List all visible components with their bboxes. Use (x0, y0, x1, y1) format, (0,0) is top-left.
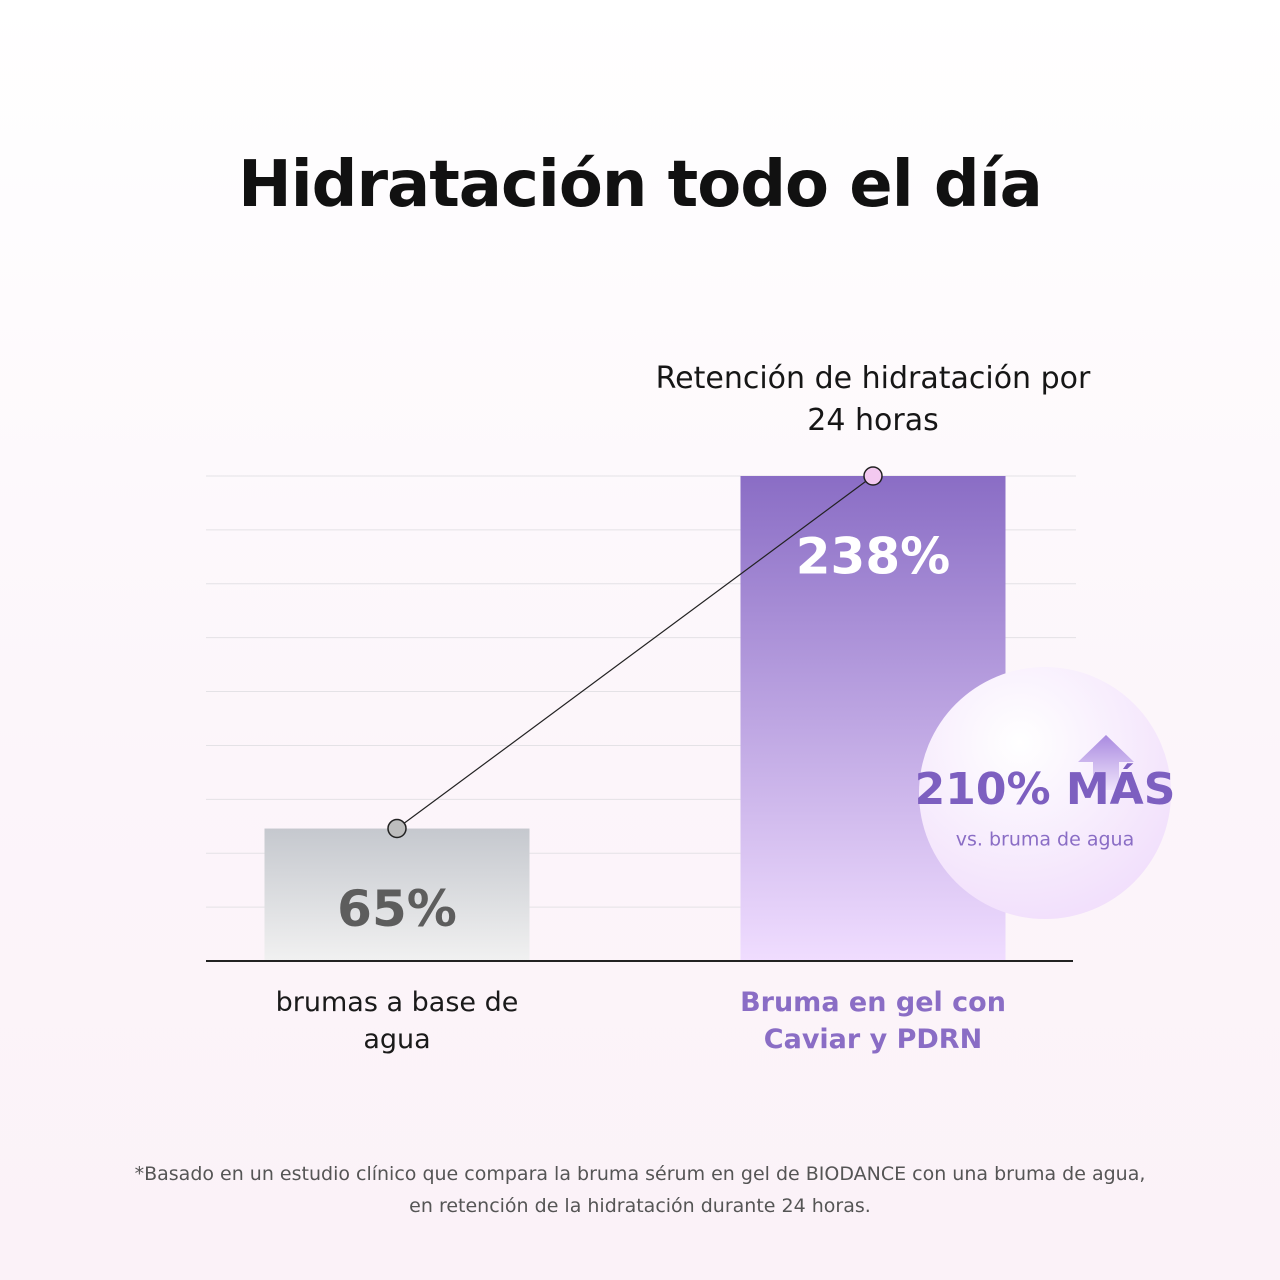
annotation: Retención de hidratación por 24 horas (655, 361, 1091, 438)
value-label: 65% (337, 880, 457, 938)
footnote-line: *Basado en un estudio clínico que compar… (134, 1163, 1146, 1185)
x-tick-label: brumas a base de agua (275, 987, 519, 1055)
trend-line (396, 475, 874, 830)
point (863, 466, 883, 486)
footnote: *Basado en un estudio clínico que compar… (0, 1158, 1280, 1222)
point (387, 818, 407, 839)
chart-title: Hidratación todo el día (238, 148, 1043, 222)
footnote-line: en retención de la hidratación durante 2… (409, 1195, 871, 1217)
arrow-icon (1078, 735, 1134, 790)
callout-headline: 210% MÁS (915, 762, 1176, 815)
bar (264, 828, 530, 961)
value-label: 238% (796, 528, 950, 586)
x-tick-label: Bruma en gel con Caviar y PDRN (740, 987, 1006, 1055)
callout-bubble (919, 667, 1171, 919)
callout-subtext: vs. bruma de agua (956, 829, 1135, 851)
grid (206, 475, 1076, 908)
